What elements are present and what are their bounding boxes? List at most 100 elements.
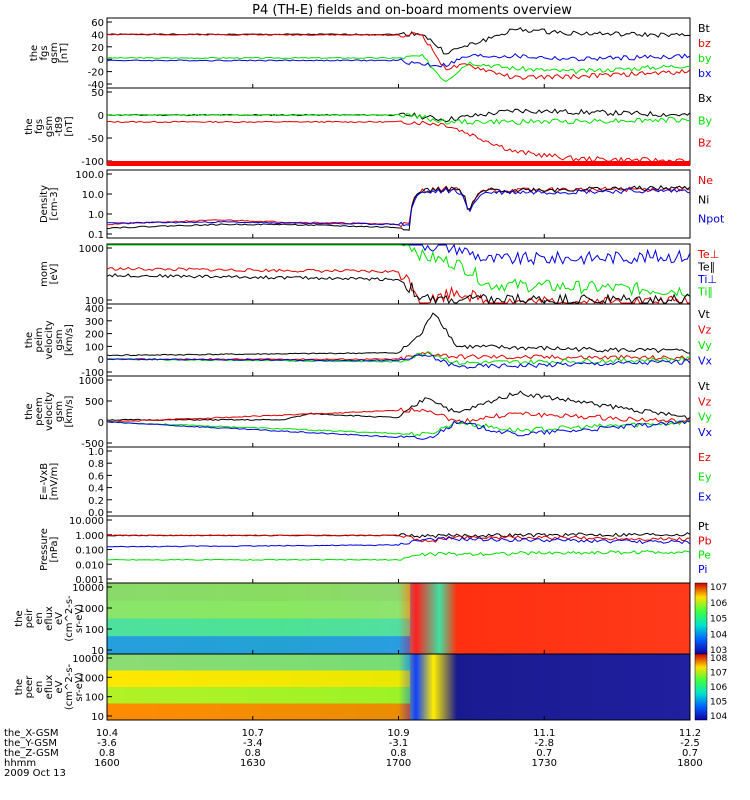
ytick-label: 0 [98, 418, 104, 429]
ytick-label: 0.100 [75, 546, 104, 557]
colorbar [694, 653, 708, 721]
footer-value: 11.1 [533, 728, 555, 739]
ytick-label: 60 [91, 18, 104, 29]
footer-value: 1800 [677, 758, 702, 769]
ytick-label: 10.000 [69, 516, 104, 527]
ylabel-line: the [24, 332, 35, 348]
legend-entry: Vy [698, 411, 712, 424]
footer-value: 10.9 [387, 728, 409, 739]
ytick-label: 10 [91, 712, 104, 723]
ylabel-line: eflux [44, 675, 55, 700]
spectrogram [107, 583, 690, 654]
footer-label: the_Y-GSM [4, 738, 57, 749]
footer-value: 1600 [94, 758, 119, 769]
footer-value: 10.7 [242, 728, 264, 739]
colorbar-tick: 103 [710, 646, 727, 656]
ytick-label: -100 [81, 368, 104, 379]
legend-entry: Pi [698, 563, 707, 576]
ylabel-line: [km/s] [64, 324, 75, 356]
legend-entry: Te⊥ [697, 248, 719, 261]
series-line [106, 312, 691, 357]
spectrogram-band [107, 703, 411, 720]
ytick-label: 0.010 [75, 560, 104, 571]
ylabel-line: [nT] [59, 43, 70, 63]
ylabel-line: E=-VxB [39, 463, 50, 500]
legend-entry: Vt [698, 308, 711, 321]
panel-5: the peem velocity gsm [km/s] 1000 500 0 -500 Vt Vz… [24, 375, 713, 450]
ylabel-line: [km/s] [64, 395, 75, 427]
colorbar-tick: 107 [710, 583, 727, 593]
series-line [107, 244, 691, 297]
ylabel-line: peem [34, 397, 45, 425]
ytick-label: 0 [98, 355, 104, 366]
ytick-label: 0.6 [88, 471, 104, 482]
ytick-label: 100 [85, 693, 104, 704]
ylabel-line: en [34, 612, 45, 625]
ytick-label: 400 [85, 304, 104, 315]
legend-entry: Ez [698, 451, 711, 464]
legend-entry: bx [698, 67, 712, 80]
panel-3: mom [eV] 1000 100 Te⊥Te∥Ti⊥Ti∥ [39, 243, 719, 307]
spectrogram-band [107, 583, 411, 601]
legend-entry: Pe [698, 549, 711, 562]
ylabel-line: en [34, 681, 45, 694]
ytick-label: -20 [88, 68, 104, 79]
legend-entry: Vt [698, 380, 711, 393]
ylabel-line: peir [24, 608, 35, 628]
spectrogram-band [107, 654, 411, 671]
footer-value: 0.7 [536, 748, 552, 759]
footer-value: 10.4 [96, 728, 118, 739]
footer-value: 1730 [532, 758, 557, 769]
ylabel-line: the [24, 118, 35, 134]
ytick-label: 0.8 [88, 459, 104, 470]
footer-value: 1630 [240, 758, 265, 769]
ytick-label: 500 [85, 397, 104, 408]
ytick-label: 100.0 [75, 170, 104, 181]
legend-entry: Npot [698, 213, 725, 226]
ytick-label: 0.1 [88, 230, 104, 241]
legend-entry: Ne [698, 174, 713, 187]
footer-value: -3.1 [389, 738, 409, 749]
ylabel-line: [mV/m] [49, 463, 60, 501]
spectrogram [107, 654, 690, 720]
footer-label: hhmm [4, 758, 36, 769]
panel-frame [106, 446, 691, 517]
ytick-label: 100 [85, 342, 104, 353]
ylabel-line: gsm [54, 401, 65, 422]
footer-label: the_Z-GSM [4, 748, 59, 759]
legend-entry: Vz [698, 324, 712, 337]
ytick-label: 1.000 [75, 531, 104, 542]
ylabel-line: the [29, 45, 40, 61]
series-line [106, 53, 691, 68]
legend-entry: Ni [698, 193, 709, 206]
ytick-label: -500 [81, 439, 104, 450]
panel-1: the fgs gsm -t89 [nT] 50 0 -50 -100 Bx By Bz [24, 87, 713, 168]
series-line [106, 184, 691, 231]
series-line [106, 273, 691, 305]
colorbar-tick: 104 [710, 712, 727, 722]
ylabel-line: (cm^2-s- [64, 595, 75, 642]
legend-entry: Bt [698, 22, 711, 35]
ylabel-line: eV [54, 680, 65, 693]
panel-frame [106, 515, 691, 584]
footer-value: 0.7 [682, 748, 698, 759]
ylabel-line: [eV] [49, 264, 60, 285]
colorbar-tick: 108 [710, 654, 727, 664]
ylabel-line: Pressure [39, 528, 50, 571]
series-line [106, 185, 691, 228]
ylabel-line: sr-eV) [74, 604, 85, 633]
ytick-label: -40 [88, 80, 104, 91]
ytick-label: 100 [85, 625, 104, 636]
series-line [106, 536, 691, 548]
figure-title: P4 (TH-E) fields and on-board moments ov… [252, 3, 572, 18]
legend-entry: Pb [698, 534, 712, 547]
legend-entry: by [698, 52, 712, 65]
panel-frame [106, 87, 691, 166]
spectrogram-band [107, 618, 411, 637]
legend-entry: Vx [698, 355, 713, 368]
ylabel-line: peer [24, 675, 35, 699]
series-line [106, 390, 691, 421]
